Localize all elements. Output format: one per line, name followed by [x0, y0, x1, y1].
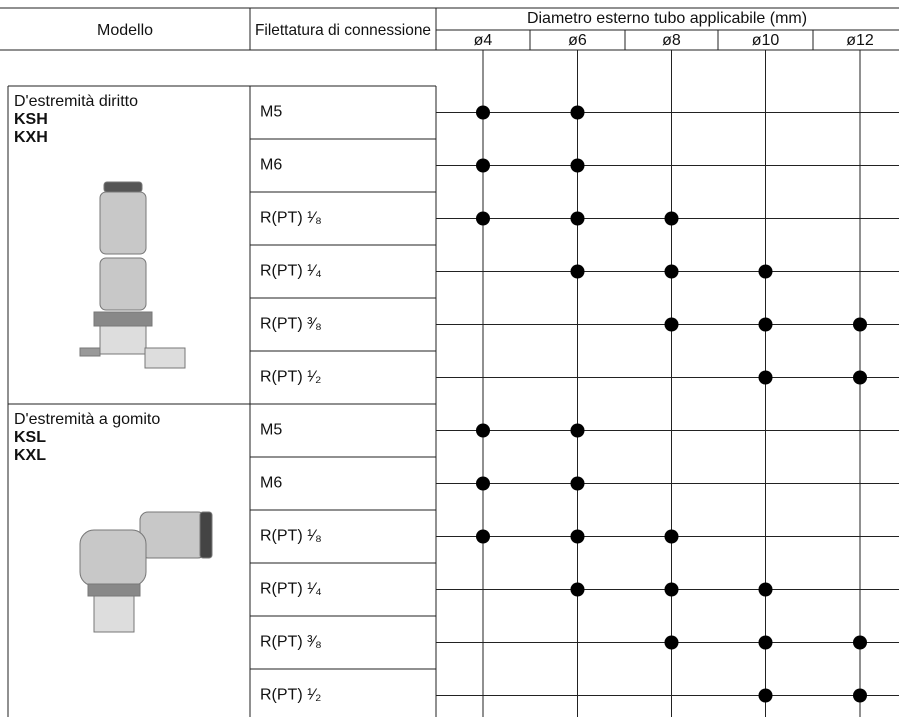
availability-dot	[665, 583, 679, 597]
availability-dot	[665, 318, 679, 332]
availability-dot	[853, 371, 867, 385]
group-name: D'estremità diritto	[14, 93, 138, 110]
group-name: D'estremità a gomito	[14, 411, 160, 428]
header-size: ø10	[752, 32, 780, 49]
availability-dot	[665, 212, 679, 226]
availability-dot	[853, 318, 867, 332]
availability-dot	[759, 318, 773, 332]
availability-dot	[571, 265, 585, 279]
photo-straight	[80, 182, 185, 368]
availability-dot	[571, 530, 585, 544]
availability-dot	[665, 636, 679, 650]
thread-label: M5	[260, 422, 282, 439]
header-size: ø8	[662, 32, 681, 49]
thread-label: R(PT) ¹⁄₈	[260, 210, 322, 227]
availability-dot	[571, 106, 585, 120]
compatibility-table: Modello Filettatura di connessione Diametr…	[0, 0, 899, 717]
availability-dot	[571, 424, 585, 438]
group-code: KSH	[14, 111, 48, 128]
thread-label: M5	[260, 104, 282, 121]
header-diameter: Diametro esterno tubo applicabile (mm)	[527, 10, 807, 27]
thread-label: R(PT) ¹⁄₂	[260, 687, 321, 704]
thread-label: R(PT) ¹⁄₂	[260, 369, 321, 386]
group-code: KXL	[14, 447, 46, 464]
availability-dot	[476, 530, 490, 544]
availability-dot	[476, 424, 490, 438]
header-size: ø12	[846, 32, 874, 49]
header-size: ø6	[568, 32, 587, 49]
availability-dot	[476, 212, 490, 226]
availability-dot	[759, 265, 773, 279]
availability-dot	[853, 636, 867, 650]
availability-dot	[571, 477, 585, 491]
availability-dot	[571, 583, 585, 597]
thread-label: R(PT) ¹⁄₈	[260, 528, 322, 545]
availability-dot	[665, 530, 679, 544]
availability-dot	[853, 689, 867, 703]
group-code: KSL	[14, 429, 46, 446]
thread-label: R(PT) ¹⁄₄	[260, 581, 322, 598]
availability-dot	[571, 159, 585, 173]
group-code: KXH	[14, 129, 48, 146]
photo-elbow	[80, 512, 212, 632]
availability-dot	[571, 212, 585, 226]
thread-label: M6	[260, 475, 282, 492]
availability-dot	[665, 265, 679, 279]
thread-label: M6	[260, 157, 282, 174]
availability-dot	[759, 583, 773, 597]
thread-label: R(PT) ³⁄₈	[260, 634, 322, 651]
header-thread: Filettatura di connessione	[255, 22, 431, 39]
thread-label: R(PT) ³⁄₈	[260, 316, 322, 333]
header-model: Modello	[97, 22, 153, 39]
availability-dot	[759, 371, 773, 385]
header-size: ø4	[474, 32, 493, 49]
availability-dot	[759, 636, 773, 650]
availability-dot	[476, 159, 490, 173]
availability-dot	[476, 106, 490, 120]
thread-label: R(PT) ¹⁄₄	[260, 263, 322, 280]
availability-dot	[759, 689, 773, 703]
availability-dot	[476, 477, 490, 491]
